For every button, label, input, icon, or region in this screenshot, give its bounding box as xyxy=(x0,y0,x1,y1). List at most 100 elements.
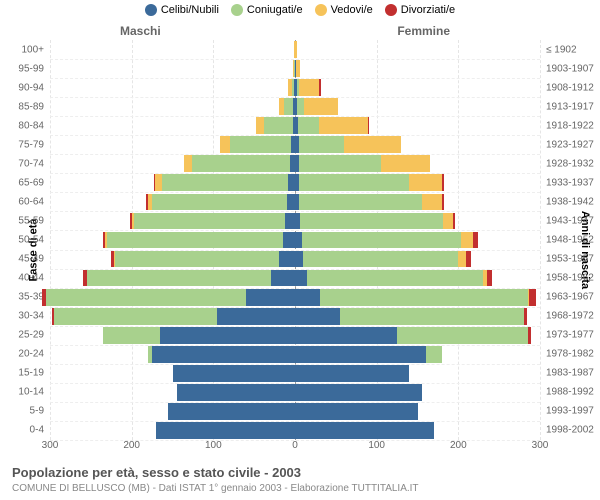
male-bar xyxy=(256,117,295,134)
legend-swatch xyxy=(315,4,327,16)
female-bar xyxy=(295,308,527,325)
age-row: 75-791923-1927 xyxy=(50,136,540,153)
bar-segment xyxy=(442,194,444,211)
bar-segment xyxy=(304,98,338,115)
bar-segment xyxy=(284,98,294,115)
birth-label: 1943-1947 xyxy=(540,215,594,226)
bar-segment xyxy=(303,251,458,268)
birth-label: 1903-1907 xyxy=(540,63,594,74)
male-bar xyxy=(168,403,295,420)
bar-segment xyxy=(320,289,528,306)
bar-segment xyxy=(168,403,295,420)
birth-label: ≤ 1902 xyxy=(540,44,577,55)
bar-segment xyxy=(426,346,442,363)
legend-item: Divorziati/e xyxy=(385,4,455,16)
bar-segment xyxy=(319,79,321,96)
legend-label: Coniugati/e xyxy=(247,4,303,16)
age-label: 5-9 xyxy=(30,406,50,417)
birth-label: 1983-1987 xyxy=(540,368,594,379)
bar-segment xyxy=(173,365,296,382)
male-bar xyxy=(146,194,295,211)
bar-segment xyxy=(283,232,295,249)
age-row: 90-941908-1912 xyxy=(50,79,540,96)
male-bar xyxy=(103,232,295,249)
bar-segment xyxy=(299,79,319,96)
bar-segment xyxy=(285,213,295,230)
bar-segment xyxy=(256,117,264,134)
male-bar xyxy=(177,384,295,401)
bar-segment xyxy=(442,174,444,191)
legend-item: Coniugati/e xyxy=(231,4,303,16)
bar-segment xyxy=(296,60,300,77)
legend-label: Divorziati/e xyxy=(401,4,455,16)
age-row: 20-241978-1982 xyxy=(50,346,540,363)
birth-label: 1978-1982 xyxy=(540,349,594,360)
age-label: 70-74 xyxy=(18,158,50,169)
x-tick-label: 200 xyxy=(450,440,467,451)
birth-label: 1913-1917 xyxy=(540,101,594,112)
bar-segment xyxy=(184,155,192,172)
bar-segment xyxy=(295,384,422,401)
bar-segment xyxy=(524,308,527,325)
female-bar xyxy=(295,327,531,344)
age-row: 55-591943-1947 xyxy=(50,213,540,230)
birth-label: 1918-1922 xyxy=(540,120,594,131)
bar-segment xyxy=(319,117,368,134)
bar-segment xyxy=(295,403,418,420)
age-label: 65-69 xyxy=(18,177,50,188)
bar-segment xyxy=(295,308,340,325)
female-bar xyxy=(295,422,434,439)
bar-segment xyxy=(466,251,471,268)
female-bar xyxy=(295,117,369,134)
bar-segment xyxy=(344,136,401,153)
female-bar xyxy=(295,384,422,401)
chart-subtitle: COMUNE DI BELLUSCO (MB) - Dati ISTAT 1° … xyxy=(12,483,419,494)
bar-segment xyxy=(381,155,430,172)
bar-segment xyxy=(295,41,297,58)
age-label: 15-19 xyxy=(18,368,50,379)
bar-segment xyxy=(160,327,295,344)
female-bar xyxy=(295,213,455,230)
female-bar xyxy=(295,403,418,420)
male-bar xyxy=(184,155,295,172)
birth-label: 1968-1972 xyxy=(540,311,594,322)
bar-segment xyxy=(473,232,478,249)
population-pyramid-chart: Celibi/NubiliConiugati/eVedovi/eDivorzia… xyxy=(0,0,600,500)
plot-area: 100+≤ 190295-991903-190790-941908-191285… xyxy=(50,40,540,440)
male-bar xyxy=(52,308,295,325)
legend-swatch xyxy=(385,4,397,16)
bar-segment xyxy=(299,136,344,153)
bar-segment xyxy=(302,232,461,249)
bar-segment xyxy=(295,270,307,287)
legend-swatch xyxy=(231,4,243,16)
bar-segment xyxy=(295,346,426,363)
birth-label: 1928-1932 xyxy=(540,158,594,169)
age-label: 95-99 xyxy=(18,63,50,74)
female-bar xyxy=(295,346,442,363)
female-bar xyxy=(295,365,409,382)
age-label: 30-34 xyxy=(18,311,50,322)
bar-segment xyxy=(422,194,442,211)
age-label: 90-94 xyxy=(18,82,50,93)
female-bar xyxy=(295,79,321,96)
age-row: 70-741928-1932 xyxy=(50,155,540,172)
bar-segment xyxy=(217,308,295,325)
female-bar xyxy=(295,251,471,268)
bar-segment xyxy=(264,117,293,134)
age-label: 40-44 xyxy=(18,273,50,284)
male-bar xyxy=(83,270,295,287)
female-bar xyxy=(295,98,338,115)
x-tick-label: 200 xyxy=(123,440,140,451)
birth-label: 1908-1912 xyxy=(540,82,594,93)
x-tick-label: 300 xyxy=(42,440,59,451)
bar-segment xyxy=(271,270,296,287)
age-label: 0-4 xyxy=(30,425,50,436)
age-row: 100+≤ 1902 xyxy=(50,41,540,58)
male-bar xyxy=(220,136,295,153)
legend: Celibi/NubiliConiugati/eVedovi/eDivorzia… xyxy=(0,4,600,19)
bar-segment xyxy=(220,136,230,153)
birth-label: 1988-1992 xyxy=(540,387,594,398)
x-tick-label: 300 xyxy=(532,440,549,451)
age-label: 75-79 xyxy=(18,139,50,150)
male-bar xyxy=(173,365,296,382)
